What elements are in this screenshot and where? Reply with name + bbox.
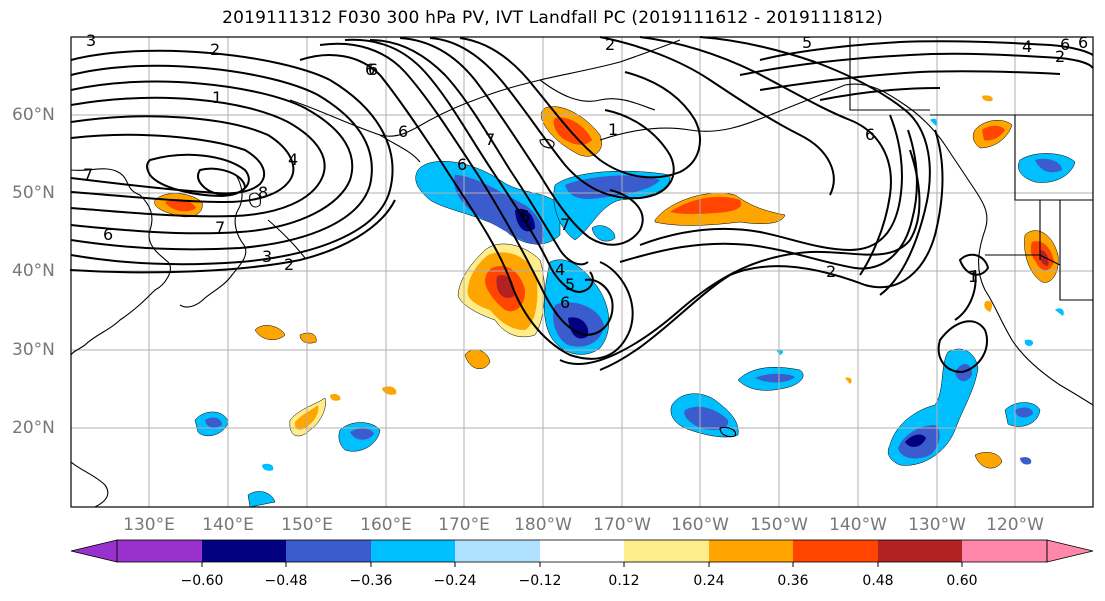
lon-label-150e: 150°E xyxy=(281,515,333,535)
colorbar-extend-low xyxy=(70,539,118,563)
colorbar-tick: −0.48 xyxy=(264,573,308,589)
lat-label-40n: 40°N xyxy=(12,261,55,281)
svg-text:3: 3 xyxy=(262,247,272,266)
svg-text:2: 2 xyxy=(284,255,294,274)
colorbar-tick: −0.36 xyxy=(349,573,393,589)
svg-text:8: 8 xyxy=(258,183,268,202)
lon-label-140e: 140°E xyxy=(202,515,254,535)
colorbar-tick: 0.48 xyxy=(862,573,894,589)
colorbar-tick: 0.12 xyxy=(608,573,640,589)
graticule xyxy=(71,37,1093,507)
lon-label-140w: 140°W xyxy=(829,515,887,535)
svg-text:4: 4 xyxy=(1022,37,1032,56)
colorbar-tick: −0.60 xyxy=(180,573,224,589)
lat-label-50n: 50°N xyxy=(12,183,55,203)
svg-text:4: 4 xyxy=(555,260,565,279)
colorbar-tick: −0.24 xyxy=(433,573,477,589)
svg-text:6: 6 xyxy=(103,225,113,244)
colorbar xyxy=(70,539,1094,567)
svg-text:6: 6 xyxy=(1078,33,1088,52)
svg-text:5: 5 xyxy=(520,207,530,226)
contour-labels: 3 2 1 6 4 7 5 6 8 6 7 3 2 5 4 6 7 1 2 6 … xyxy=(83,31,1088,312)
colorbar-tick: 0.36 xyxy=(777,573,809,589)
lon-label-130e: 130°E xyxy=(123,515,175,535)
colorbar-tick: 0.24 xyxy=(693,573,725,589)
lon-label-170e: 170°E xyxy=(438,515,490,535)
colorbar-tick: −0.12 xyxy=(518,573,562,589)
map-frame xyxy=(70,36,1094,508)
svg-text:6: 6 xyxy=(865,125,875,144)
svg-text:7: 7 xyxy=(83,165,93,184)
svg-text:1: 1 xyxy=(608,120,618,139)
svg-text:2: 2 xyxy=(605,35,615,54)
svg-text:7: 7 xyxy=(215,218,225,237)
svg-text:7: 7 xyxy=(560,215,570,234)
lon-label-130w: 130°W xyxy=(908,515,966,535)
map-title: 2019111312 F030 300 hPa PV, IVT Landfall… xyxy=(222,8,883,28)
colorbar-extend-high xyxy=(1046,539,1094,563)
lon-label-120w: 120°W xyxy=(986,515,1044,535)
svg-text:2: 2 xyxy=(210,40,220,59)
svg-text:6: 6 xyxy=(365,60,375,79)
lat-label-20n: 20°N xyxy=(12,418,55,438)
lat-label-30n: 30°N xyxy=(12,340,55,360)
svg-text:1: 1 xyxy=(212,88,222,107)
svg-text:7: 7 xyxy=(485,130,495,149)
svg-text:6: 6 xyxy=(368,60,378,79)
lon-label-180w: 180°W xyxy=(514,515,572,535)
svg-text:4: 4 xyxy=(288,150,298,169)
svg-text:6: 6 xyxy=(398,122,408,141)
svg-text:2: 2 xyxy=(1055,47,1065,66)
lon-label-160e: 160°E xyxy=(360,515,412,535)
svg-text:1: 1 xyxy=(968,267,978,286)
contours xyxy=(69,36,1094,374)
lon-label-150w: 150°W xyxy=(750,515,808,535)
svg-text:6: 6 xyxy=(457,155,467,174)
svg-text:2: 2 xyxy=(826,262,836,281)
lon-label-170w: 170°W xyxy=(593,515,651,535)
svg-text:6: 6 xyxy=(560,293,570,312)
lat-label-60n: 60°N xyxy=(12,105,55,125)
colorbar-tick: 0.60 xyxy=(946,573,978,589)
lon-label-160w: 160°W xyxy=(671,515,729,535)
svg-text:6: 6 xyxy=(1060,35,1070,54)
svg-text:5: 5 xyxy=(802,33,812,52)
svg-text:5: 5 xyxy=(565,275,575,294)
svg-text:3: 3 xyxy=(86,31,96,50)
